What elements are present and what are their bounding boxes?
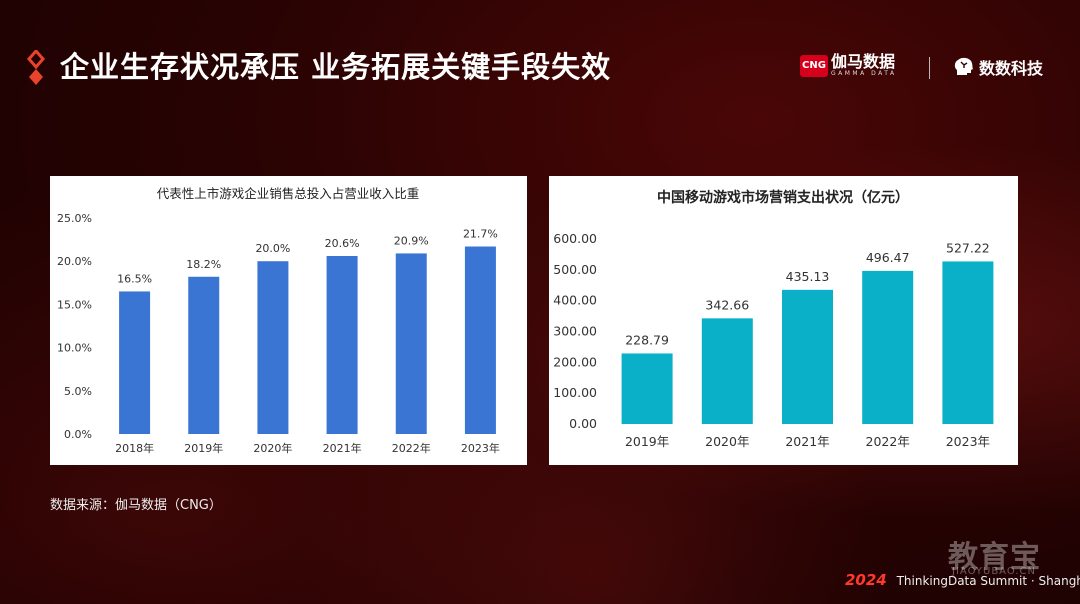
- marketing-spend-chart: 中国移动游戏市场营销支出状况（亿元） 0.00 100.00 200.00 300.00…: [553, 189, 994, 449]
- watermark-subtext: JIAOYUBAO.CN: [952, 566, 1036, 577]
- y-tick-label: 25.0%: [57, 212, 92, 225]
- data-label: 18.2%: [186, 258, 221, 271]
- chart-panel-marketing-spend: 中国移动游戏市场营销支出状况（亿元） 0.00 100.00 200.00 300.00…: [549, 176, 1018, 465]
- y-tick-label: 15.0%: [57, 298, 92, 311]
- bar: [701, 318, 753, 424]
- y-tick-label: 600.00: [553, 231, 597, 246]
- bar: [119, 291, 151, 434]
- cng-logo-name-en: GAMMA DATA: [831, 70, 897, 77]
- data-source-note: 数据来源：伽马数据（CNG）: [50, 498, 222, 513]
- x-tick-label: 2022年: [392, 441, 431, 455]
- bar: [257, 261, 289, 434]
- bar: [188, 276, 220, 434]
- y-tick-label: 0.0%: [64, 428, 92, 441]
- cng-logo: CNG 伽马数据 GAMMA DATA: [800, 53, 897, 78]
- bar: [464, 246, 496, 434]
- bar: [782, 289, 833, 424]
- sales-ratio-chart: 代表性上市游戏企业销售总投入占营业收入比重 0.0% 5.0% 10.0% 15.0% 2…: [57, 186, 500, 455]
- data-label: 527.22: [946, 240, 990, 255]
- data-label: 20.6%: [325, 237, 360, 250]
- data-label: 342.66: [705, 297, 749, 312]
- y-tick-label: 500.00: [553, 262, 597, 277]
- bar: [621, 353, 673, 424]
- x-tick-label: 2019年: [184, 441, 223, 455]
- data-label: 20.9%: [394, 234, 429, 247]
- x-tick-label: 2023年: [461, 441, 500, 455]
- y-tick-label: 300.00: [553, 324, 597, 339]
- x-tick-label: 2020年: [253, 441, 292, 455]
- event-footer: 2024 ThinkingData Summit · Shanghai: [845, 571, 1080, 589]
- x-tick-label: 2023年: [946, 434, 990, 449]
- footer-year: 2024: [845, 571, 887, 589]
- chart-title: 代表性上市游戏企业销售总投入占营业收入比重: [157, 186, 420, 201]
- bar: [326, 256, 358, 434]
- x-tick-label: 2019年: [625, 434, 669, 449]
- x-tick-label: 2022年: [866, 434, 910, 449]
- watermark-text: 教育宝: [948, 540, 1041, 575]
- x-tick-label: 2018年: [115, 441, 154, 455]
- y-tick-label: 0.00: [569, 416, 597, 431]
- cng-logo-mark: CNG: [800, 54, 828, 77]
- title-diamond-icon: [27, 50, 45, 85]
- sskj-logo: 数数科技: [953, 55, 1043, 79]
- x-tick-label: 2021年: [785, 434, 829, 449]
- data-label: 16.5%: [117, 272, 152, 285]
- data-label: 21.7%: [463, 228, 498, 241]
- data-label: 435.13: [786, 269, 830, 284]
- logo-divider: [929, 57, 930, 79]
- x-tick-label: 2020年: [705, 434, 749, 449]
- cng-logo-name: 伽马数据: [831, 52, 896, 71]
- data-label: 228.79: [625, 332, 669, 347]
- brain-head-icon: [954, 57, 973, 75]
- data-label: 496.47: [866, 250, 910, 265]
- footer-event: ThinkingData Summit · Shanghai: [896, 574, 1080, 588]
- y-tick-label: 100.00: [553, 385, 597, 400]
- bar: [942, 261, 994, 424]
- bar: [862, 270, 914, 424]
- data-label: 20.0%: [255, 242, 290, 255]
- y-tick-label: 200.00: [553, 354, 597, 369]
- chart-panel-sales-ratio: 代表性上市游戏企业销售总投入占营业收入比重 0.0% 5.0% 10.0% 15.0% 2…: [50, 176, 527, 465]
- chart-title: 中国移动游戏市场营销支出状况（亿元）: [657, 189, 909, 206]
- page-title: 企业生存状况承压 业务拓展关键手段失效: [60, 50, 612, 84]
- y-tick-label: 5.0%: [64, 385, 92, 398]
- bar: [395, 253, 427, 434]
- x-tick-label: 2021年: [323, 441, 362, 455]
- y-tick-label: 400.00: [553, 293, 597, 308]
- sskj-logo-name: 数数科技: [979, 59, 1044, 78]
- y-tick-label: 10.0%: [57, 342, 92, 355]
- y-tick-label: 20.0%: [57, 255, 92, 268]
